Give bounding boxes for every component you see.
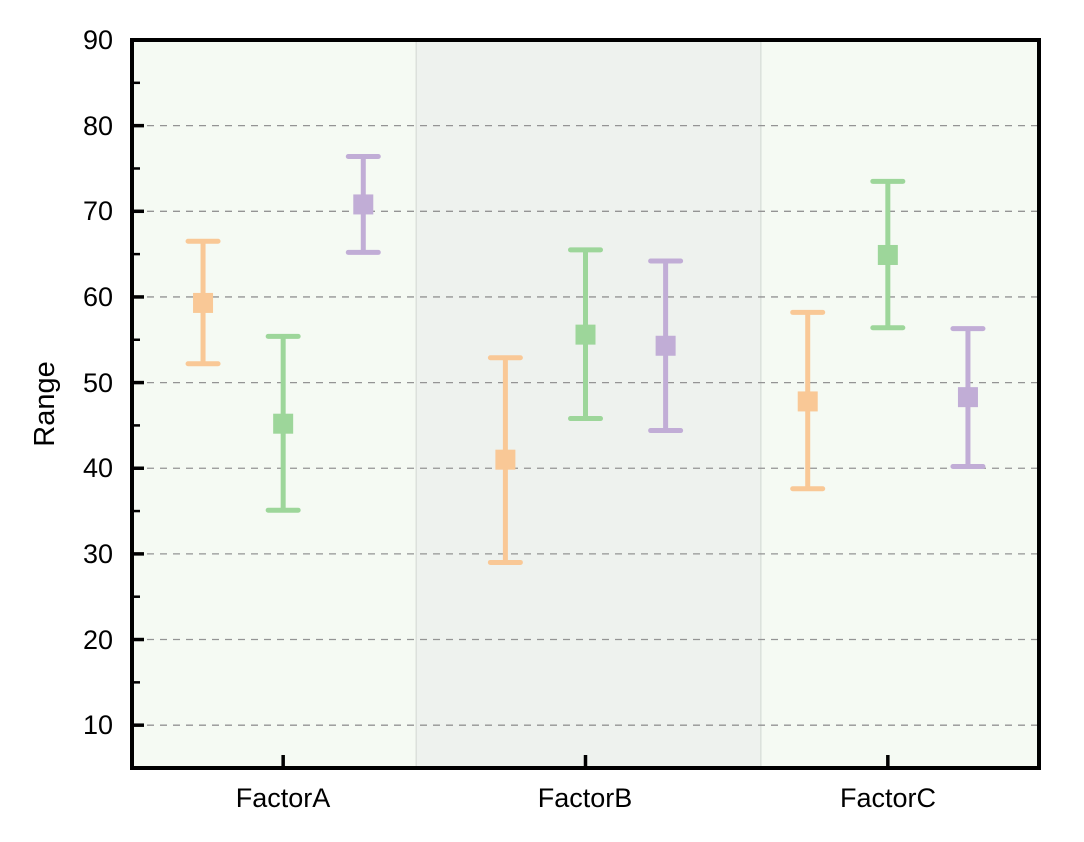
marker-orange-factora (193, 292, 214, 313)
x-tick-label-factorb: FactorB (537, 783, 633, 813)
marker-green-factora (273, 413, 294, 434)
y-tick-label-70: 70 (82, 196, 113, 226)
y-tick-label-80: 80 (82, 111, 113, 141)
y-tick-label-60: 60 (82, 282, 113, 312)
y-tick-label-50: 50 (82, 368, 113, 398)
y-tick-label-30: 30 (82, 539, 113, 569)
marker-green-factorc (877, 244, 898, 265)
plot-frame (130, 38, 1041, 770)
marker-purple-factorb (655, 335, 676, 356)
x-tick-label-factora: FactorA (235, 783, 331, 813)
plot-band-1 (416, 40, 761, 768)
marker-purple-factorc (957, 387, 978, 408)
y-tick-label-20: 20 (82, 625, 113, 655)
marker-purple-factora (353, 194, 374, 215)
y-tick-label-90: 90 (82, 25, 113, 55)
marker-green-factorb (575, 324, 596, 345)
marker-orange-factorc (797, 391, 818, 412)
y-tick-label-10: 10 (82, 710, 113, 740)
y-tick-label-40: 40 (82, 453, 113, 483)
marker-orange-factorb (495, 449, 516, 470)
plot-band-0 (132, 40, 417, 768)
x-tick-label-factorc: FactorC (839, 783, 937, 813)
